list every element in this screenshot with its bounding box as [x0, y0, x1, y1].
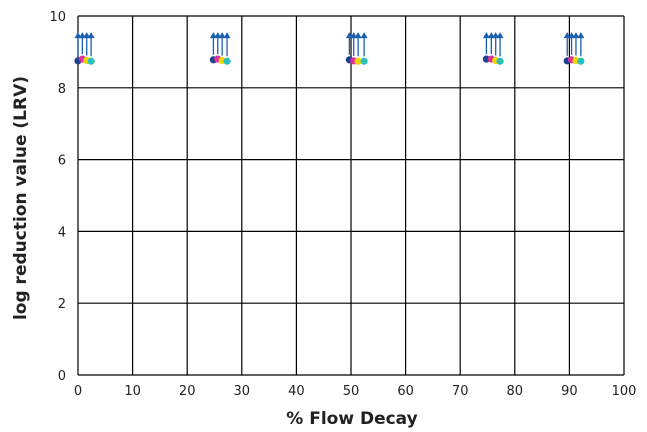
data-point	[354, 57, 362, 65]
lower-bound-arrow	[354, 32, 362, 57]
data-point	[223, 57, 231, 65]
x-tick-label: 50	[343, 384, 360, 399]
data-point	[360, 57, 368, 65]
x-tick-label: 40	[288, 384, 305, 399]
x-tick-label: 70	[452, 384, 469, 399]
x-tick-label: 80	[507, 384, 524, 399]
data-point	[87, 57, 95, 65]
lower-bound-arrow	[360, 32, 368, 57]
y-tick-label: 0	[58, 369, 66, 384]
x-tick-label: 100	[612, 384, 637, 399]
lower-bound-arrow	[577, 32, 585, 57]
data-point	[577, 57, 585, 65]
lower-bound-arrow	[482, 32, 490, 55]
data-marks	[74, 32, 585, 65]
lower-bound-arrow	[496, 32, 504, 57]
lower-bound-arrow	[218, 32, 226, 56]
x-tick-label: 60	[397, 384, 414, 399]
x-axis-title: % Flow Decay	[286, 409, 417, 429]
lower-bound-arrow	[223, 32, 231, 57]
y-tick-label: 4	[58, 225, 66, 240]
x-tick-label: 90	[561, 384, 578, 399]
y-tick-label: 8	[58, 82, 66, 97]
y-tick-label: 2	[58, 297, 66, 312]
x-tick-label: 30	[234, 384, 251, 399]
lower-bound-arrow	[572, 32, 580, 56]
x-tick-label: 10	[124, 384, 141, 399]
x-tick-label: 20	[179, 384, 196, 399]
x-tick-label: 0	[74, 384, 82, 399]
y-axis-title: log reduction value (LRV)	[11, 76, 31, 320]
y-tick-label: 6	[58, 154, 66, 169]
lower-bound-arrow	[87, 32, 95, 57]
tick-labels: 0 10 20 30 40 50 60 70 80 90 100 0 2 4 6 8 10	[49, 10, 636, 399]
y-tick-label: 10	[49, 10, 66, 25]
grid	[77, 15, 625, 376]
data-point	[496, 57, 504, 65]
